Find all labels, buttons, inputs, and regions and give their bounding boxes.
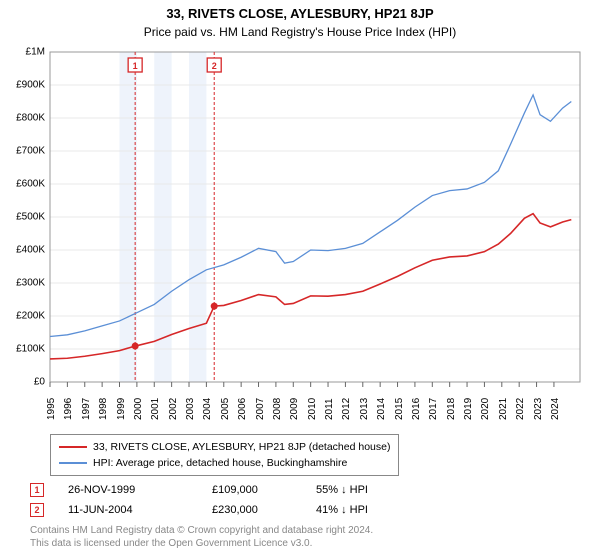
x-tick-label: 2016: [411, 398, 422, 420]
x-axis: 1995199619971998199920002001200220032004…: [50, 386, 580, 436]
x-tick-label: 2014: [376, 398, 387, 420]
footer: Contains HM Land Registry data © Crown c…: [30, 524, 373, 550]
sale-marker-icon: 1: [30, 483, 44, 497]
x-tick-label: 2012: [341, 398, 352, 420]
sales-table: 1 26-NOV-1999 £109,000 55% ↓ HPI 2 11-JU…: [30, 480, 436, 520]
x-tick-label: 2000: [133, 398, 144, 420]
x-tick-label: 2019: [463, 398, 474, 420]
svg-text:2: 2: [212, 61, 217, 71]
legend: 33, RIVETS CLOSE, AYLESBURY, HP21 8JP (d…: [50, 434, 399, 476]
svg-text:1: 1: [133, 61, 138, 71]
x-tick-label: 2007: [255, 398, 266, 420]
x-tick-label: 2005: [220, 398, 231, 420]
x-tick-label: 2004: [202, 398, 213, 420]
x-tick-label: 2021: [498, 398, 509, 420]
footer-line-1: Contains HM Land Registry data © Crown c…: [30, 524, 373, 537]
legend-item: HPI: Average price, detached house, Buck…: [59, 455, 390, 471]
x-tick-label: 2022: [515, 398, 526, 420]
plot-svg: 12: [50, 52, 580, 382]
y-tick-label: £800K: [16, 113, 45, 124]
x-tick-label: 2002: [168, 398, 179, 420]
sale-row: 2 11-JUN-2004 £230,000 41% ↓ HPI: [30, 500, 436, 520]
y-tick-label: £500K: [16, 212, 45, 223]
chart-container: 33, RIVETS CLOSE, AYLESBURY, HP21 8JP Pr…: [0, 0, 600, 560]
footer-line-2: This data is licensed under the Open Gov…: [30, 537, 373, 550]
x-tick-label: 2011: [324, 398, 335, 420]
sale-pct: 55% ↓ HPI: [316, 480, 436, 500]
x-tick-label: 2023: [533, 398, 544, 420]
y-tick-label: £200K: [16, 311, 45, 322]
x-tick-label: 2018: [446, 398, 457, 420]
y-tick-label: £1M: [26, 47, 45, 58]
chart-title: 33, RIVETS CLOSE, AYLESBURY, HP21 8JP: [0, 0, 600, 21]
y-tick-label: £300K: [16, 278, 45, 289]
legend-label: 33, RIVETS CLOSE, AYLESBURY, HP21 8JP (d…: [93, 439, 390, 455]
y-tick-label: £900K: [16, 80, 45, 91]
legend-swatch: [59, 446, 87, 448]
x-tick-label: 2010: [307, 398, 318, 420]
x-tick-label: 1997: [81, 398, 92, 420]
y-tick-label: £600K: [16, 179, 45, 190]
x-tick-label: 2003: [185, 398, 196, 420]
plot-area: 12: [50, 52, 580, 382]
sale-price: £109,000: [212, 480, 292, 500]
x-tick-label: 2024: [550, 398, 561, 420]
x-tick-label: 1995: [46, 398, 57, 420]
chart-subtitle: Price paid vs. HM Land Registry's House …: [0, 21, 600, 41]
y-axis: £0£100K£200K£300K£400K£500K£600K£700K£80…: [0, 52, 48, 382]
x-tick-label: 2006: [237, 398, 248, 420]
x-tick-label: 2009: [289, 398, 300, 420]
sale-pct: 41% ↓ HPI: [316, 500, 436, 520]
sale-date: 26-NOV-1999: [68, 480, 188, 500]
x-tick-label: 2001: [150, 398, 161, 420]
x-tick-label: 1998: [98, 398, 109, 420]
sale-date: 11-JUN-2004: [68, 500, 188, 520]
legend-swatch: [59, 462, 87, 464]
y-tick-label: £400K: [16, 245, 45, 256]
sale-price: £230,000: [212, 500, 292, 520]
y-tick-label: £100K: [16, 344, 45, 355]
x-tick-label: 1996: [63, 398, 74, 420]
x-tick-label: 2017: [428, 398, 439, 420]
x-tick-label: 1999: [116, 398, 127, 420]
sale-row: 1 26-NOV-1999 £109,000 55% ↓ HPI: [30, 480, 436, 500]
legend-label: HPI: Average price, detached house, Buck…: [93, 455, 347, 471]
sale-marker-icon: 2: [30, 503, 44, 517]
x-tick-label: 2020: [480, 398, 491, 420]
x-tick-label: 2013: [359, 398, 370, 420]
y-tick-label: £700K: [16, 146, 45, 157]
y-tick-label: £0: [34, 377, 45, 388]
x-tick-label: 2008: [272, 398, 283, 420]
legend-item: 33, RIVETS CLOSE, AYLESBURY, HP21 8JP (d…: [59, 439, 390, 455]
x-tick-label: 2015: [394, 398, 405, 420]
